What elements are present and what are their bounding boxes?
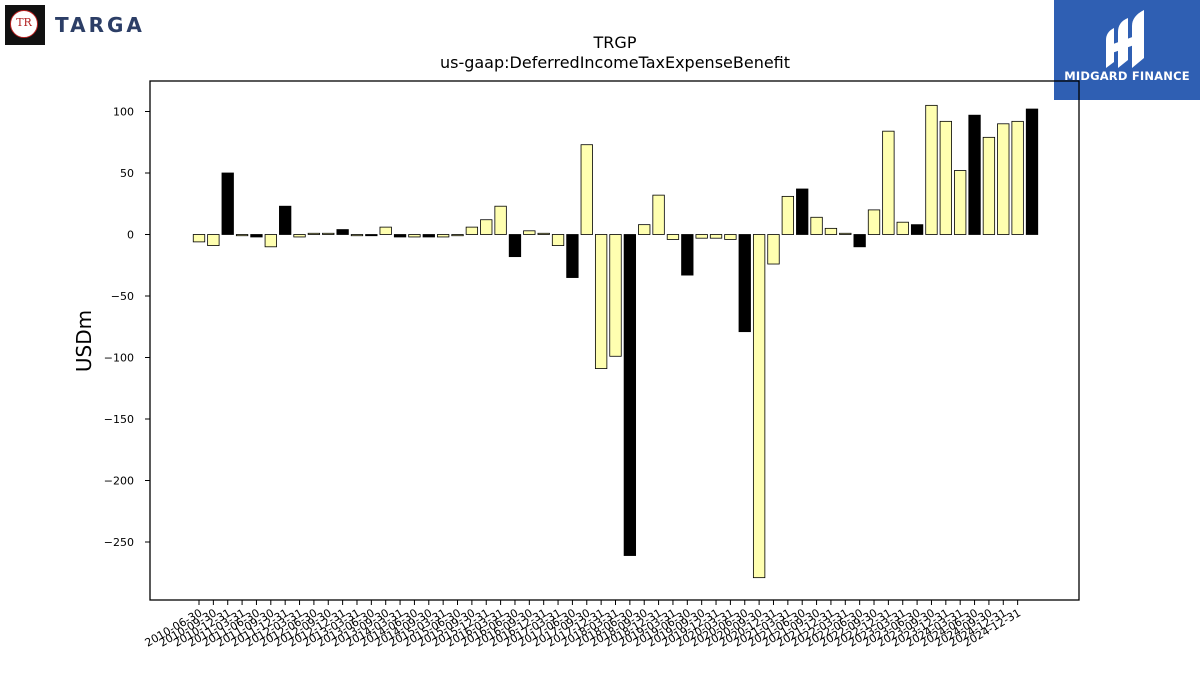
chart-title: TRGP xyxy=(593,33,637,52)
bar-46 xyxy=(853,234,866,248)
bar-34 xyxy=(681,234,694,276)
bar-28 xyxy=(594,234,608,369)
bar-43 xyxy=(810,216,823,235)
bar-18 xyxy=(451,234,464,237)
bar-15 xyxy=(408,234,421,238)
bar-44 xyxy=(824,227,838,235)
bar-14 xyxy=(393,234,407,238)
bar-37 xyxy=(724,234,737,240)
bar-40 xyxy=(767,234,780,265)
bar-20 xyxy=(480,219,493,235)
bar-26 xyxy=(566,234,579,278)
bar-41 xyxy=(781,195,794,235)
y-tick-label: 100 xyxy=(113,106,134,119)
bar-42 xyxy=(796,188,809,235)
x-axis: 2010-06-302010-09-302010-12-312011-03-31… xyxy=(143,600,1023,650)
bar-48 xyxy=(882,130,895,235)
bar-11 xyxy=(350,234,364,237)
bar-2 xyxy=(221,172,234,235)
y-tick-label: −100 xyxy=(104,352,134,365)
bar-56 xyxy=(997,123,1010,235)
bar-23 xyxy=(523,230,536,235)
y-axis-label: USDm xyxy=(72,310,96,372)
bar-9 xyxy=(322,232,335,235)
bar-53 xyxy=(954,170,967,235)
bar-57 xyxy=(1011,120,1024,235)
y-tick-label: −150 xyxy=(104,413,134,426)
bar-22 xyxy=(508,234,522,258)
bar-30 xyxy=(623,234,637,556)
bar-8 xyxy=(307,232,321,235)
bar-50 xyxy=(910,224,924,235)
bar-17 xyxy=(437,234,450,238)
bar-24 xyxy=(537,232,550,235)
bar-6 xyxy=(279,205,292,235)
midgard-logo-icon xyxy=(1106,10,1144,68)
midgard-finance-logo: MIDGARD FINANCE xyxy=(1054,0,1200,100)
bar-33 xyxy=(666,234,680,240)
bar-16 xyxy=(422,234,435,238)
bar-3 xyxy=(235,234,249,237)
bar-31 xyxy=(638,224,651,235)
bar-39 xyxy=(752,234,766,579)
plot-frame xyxy=(149,80,1080,601)
y-tick-label: −200 xyxy=(104,475,134,488)
bar-54 xyxy=(968,114,981,235)
targa-logo: TR TARGA xyxy=(5,5,145,45)
bar-38 xyxy=(738,234,751,333)
chart-subtitle: us-gaap:DeferredIncomeTaxExpenseBenefit xyxy=(440,53,790,72)
bar-1 xyxy=(207,234,220,246)
bar-10 xyxy=(336,229,349,235)
bar-45 xyxy=(839,232,852,235)
bar-7 xyxy=(293,234,306,238)
targa-logo-text: TARGA xyxy=(55,13,145,37)
bar-13 xyxy=(379,226,392,235)
bar-12 xyxy=(365,234,378,237)
y-axis: 100 50 0 −50 −100 −150 −200 −250 xyxy=(104,106,150,549)
bar-32 xyxy=(652,194,665,235)
bar-47 xyxy=(867,209,881,235)
bar-0 xyxy=(192,234,206,243)
bar-27 xyxy=(580,144,593,235)
bar-49 xyxy=(896,221,909,235)
y-tick-label: −50 xyxy=(111,290,134,303)
bar-51 xyxy=(925,104,938,235)
bar-58 xyxy=(1025,108,1039,235)
y-tick-label: −250 xyxy=(104,536,134,549)
bar-36 xyxy=(709,234,723,239)
bar-19 xyxy=(465,226,479,235)
targa-logo-monogram: TR xyxy=(16,16,32,29)
bar-29 xyxy=(609,234,622,357)
midgard-logo-text: MIDGARD FINANCE xyxy=(1064,69,1190,83)
bar-21 xyxy=(494,205,507,235)
targa-logo-mark: TR xyxy=(5,5,45,45)
bar-55 xyxy=(982,136,996,235)
bar-52 xyxy=(939,120,952,235)
bar-25 xyxy=(551,234,565,246)
bar-35 xyxy=(695,234,708,239)
bars-group xyxy=(192,104,1039,579)
bar-4 xyxy=(250,234,263,238)
bar-5 xyxy=(264,234,277,248)
y-tick-label: 50 xyxy=(120,167,134,180)
y-tick-label: 0 xyxy=(127,229,134,242)
